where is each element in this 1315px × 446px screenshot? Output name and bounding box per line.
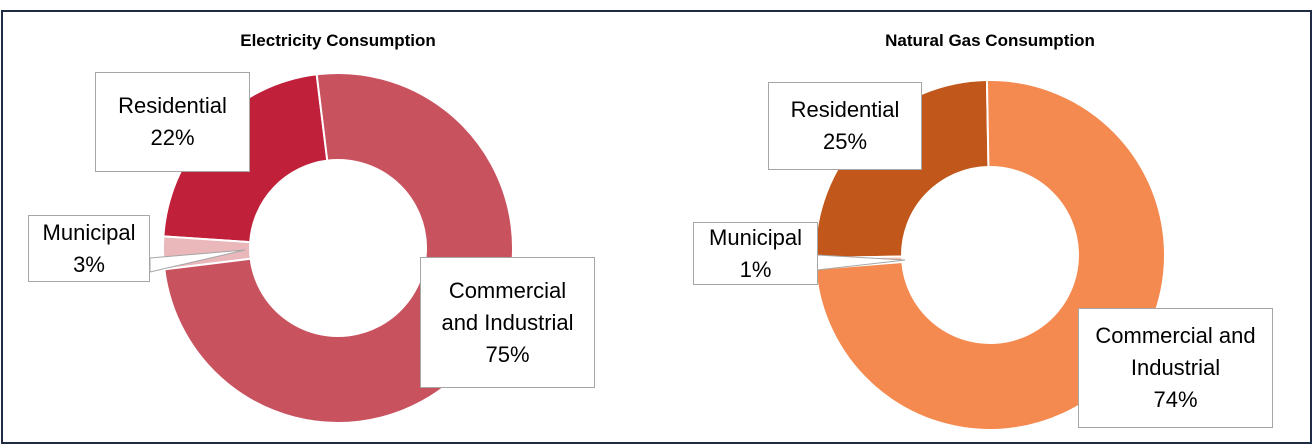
frame xyxy=(1,10,1312,444)
category-label: Residential xyxy=(790,97,900,122)
chart-title: Electricity Consumption xyxy=(240,31,436,50)
value-label: 1% xyxy=(739,256,772,282)
data-label: Municipal 3% xyxy=(28,215,150,282)
category-label: Commercial and Industrial xyxy=(441,277,574,335)
value-label: 74% xyxy=(1153,387,1198,412)
value-label: 25% xyxy=(822,129,868,154)
data-label: Municipal 1% xyxy=(693,222,818,285)
category-label: Municipal xyxy=(709,224,802,250)
callout xyxy=(149,249,246,273)
value-label: 3% xyxy=(73,251,105,277)
category-label: Commercial and Industrial xyxy=(1095,323,1256,380)
value-label: 75% xyxy=(485,341,530,367)
data-label: Commercial and Industrial 75% xyxy=(420,257,595,388)
category-label: Residential xyxy=(118,93,227,118)
data-label: Residential 22% xyxy=(95,72,250,172)
data-label: Residential 25% xyxy=(768,82,922,170)
donut-segment xyxy=(814,79,1166,431)
chart-title: Natural Gas Consumption xyxy=(885,31,1095,50)
value-label: 22% xyxy=(150,125,195,150)
category-label: Municipal xyxy=(42,219,136,245)
data-label: Commercial and Industrial 74% xyxy=(1078,308,1273,428)
